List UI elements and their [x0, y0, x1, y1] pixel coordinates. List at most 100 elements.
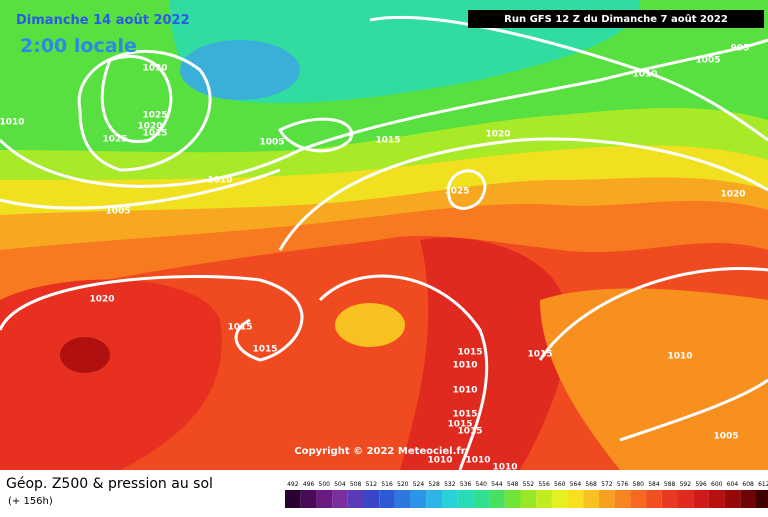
- scale-label: 608: [742, 481, 754, 488]
- scale-swatch: [504, 490, 521, 508]
- scale-label: 576: [617, 481, 629, 488]
- isobar: [318, 274, 489, 471]
- scale-swatch: [599, 490, 615, 508]
- field-blue: [180, 40, 300, 100]
- scale-swatch: [410, 490, 427, 508]
- scale-label: 492: [287, 481, 299, 488]
- scale-label: 568: [585, 481, 597, 488]
- isobar: [77, 49, 212, 172]
- isobar-label: 1020: [485, 130, 510, 140]
- forecast-date: Dimanche 14 août 2022: [16, 13, 190, 28]
- scale-swatch: [677, 490, 694, 508]
- field-dark-red: [60, 337, 110, 373]
- isobar-label: 1005: [713, 432, 738, 442]
- scale-swatch: [363, 490, 380, 508]
- isobar-label: 995: [731, 44, 750, 54]
- scale-swatch: [394, 490, 411, 508]
- scale-label: 560: [554, 481, 566, 488]
- field-yellow-spot: [335, 303, 405, 347]
- scale-swatch: [520, 490, 537, 508]
- isobar-label: 1025: [142, 111, 167, 121]
- run-info: Run GFS 12 Z du Dimanche 7 août 2022: [504, 13, 728, 25]
- isobar-label: 1005: [695, 56, 720, 66]
- local-time: 2:00 locale: [20, 35, 137, 57]
- isobar-label: 1005: [105, 207, 130, 217]
- isobar-label: 1010: [452, 361, 477, 371]
- scale-swatch: [630, 490, 647, 508]
- scale-label: 612: [758, 481, 768, 488]
- scale-label: 596: [695, 481, 707, 488]
- scale-label: 584: [648, 481, 660, 488]
- scale-label: 580: [633, 481, 645, 488]
- field-red-center: [400, 237, 568, 470]
- scale-label: 552: [523, 481, 535, 488]
- scale-swatch: [536, 490, 552, 508]
- scale-label: 604: [727, 481, 739, 488]
- isobar: [0, 38, 768, 188]
- scale-label: 508: [350, 481, 362, 488]
- scale-swatch: [614, 490, 631, 508]
- isobar-label: 1015: [447, 420, 472, 430]
- scale-swatch: [473, 490, 490, 508]
- field-red-west: [0, 279, 222, 470]
- scale-label: 496: [303, 481, 315, 488]
- scale-label: 544: [491, 481, 503, 488]
- isobar-label: 1020: [89, 295, 114, 305]
- isobar: [446, 169, 487, 210]
- isobar-label: 1015: [252, 345, 277, 355]
- isobar-label: 1010: [492, 463, 517, 473]
- scale-swatch: [646, 490, 662, 508]
- scale-label: 572: [601, 481, 613, 488]
- scale-swatch: [316, 490, 333, 508]
- scale-label: 564: [570, 481, 582, 488]
- scale-swatch: [489, 490, 505, 508]
- scale-label: 512: [366, 481, 378, 488]
- scale-label: 592: [680, 481, 692, 488]
- scale-label: 600: [711, 481, 723, 488]
- isobar-label: 1010: [452, 386, 477, 396]
- map: Run GFS 12 Z du Dimanche 7 août 2022 Dim…: [0, 0, 768, 473]
- isobar-label: 1015: [452, 410, 477, 420]
- isobar-label: 1025: [444, 187, 469, 197]
- scale-label: 504: [334, 481, 346, 488]
- scale-swatch: [583, 490, 599, 508]
- isobar-label: 1030: [142, 64, 167, 74]
- color-scale: 492 496 500 504 508 512 516 520 524 528 532 536 540 5…: [285, 481, 768, 508]
- isobar-label: 1020: [720, 190, 745, 200]
- scale-label: 540: [476, 481, 488, 488]
- isobar-label: 1015: [457, 427, 482, 437]
- isobar-labels: 1030 1025 1020 1015 1025 1010 1005 1015 1020 1010…: [0, 44, 749, 473]
- scale-label: 536: [460, 481, 472, 488]
- scale-label: 500: [319, 481, 331, 488]
- scale-label: 532: [444, 481, 456, 488]
- isobar-label: 1010: [427, 456, 452, 466]
- scale-swatch: [551, 490, 568, 508]
- isobar-label: 1010: [632, 70, 657, 80]
- isobar: [0, 275, 304, 362]
- scale-swatch: [567, 490, 584, 508]
- isobar-label: 1010: [667, 352, 692, 362]
- scale-swatch: [285, 490, 301, 508]
- field-orange-east: [540, 288, 768, 470]
- footer-title: Géop. Z500 & pression au sol: [6, 476, 213, 492]
- scale-label: 524: [413, 481, 425, 488]
- isobar: [278, 137, 768, 251]
- scale-swatch: [426, 490, 442, 508]
- isobars: [0, 15, 768, 471]
- scale-label: 516: [381, 481, 393, 488]
- scale-swatch: [740, 490, 756, 508]
- scale-swatch: [332, 490, 348, 508]
- isobar: [277, 117, 354, 153]
- isobar-label: 1015: [227, 323, 252, 333]
- isobar-label: 1015: [142, 129, 167, 139]
- scale-swatch: [442, 490, 458, 508]
- isobar-label: 1005: [259, 138, 284, 148]
- isobar-label: 1015: [457, 348, 482, 358]
- footer-lead: (+ 156h): [8, 496, 53, 507]
- scale-swatch: [379, 490, 395, 508]
- scale-swatch: [347, 490, 364, 508]
- scale-label: 528: [428, 481, 440, 488]
- isobar-label: 1015: [527, 350, 552, 360]
- scale-label: 520: [397, 481, 409, 488]
